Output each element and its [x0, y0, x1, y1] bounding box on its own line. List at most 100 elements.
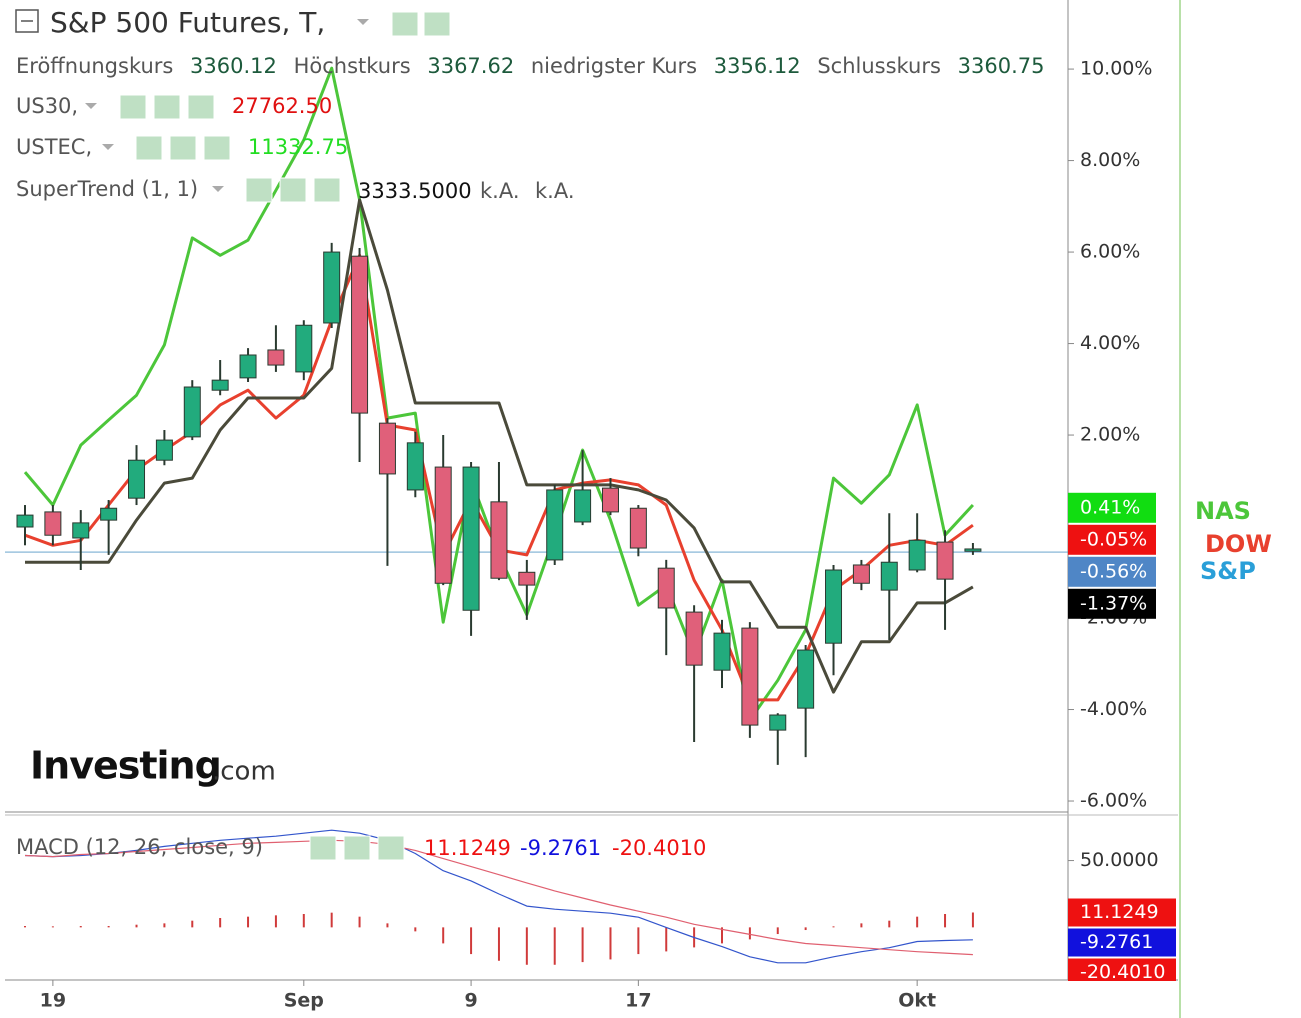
candle-body	[100, 507, 118, 521]
ohlc-label: Schlusskurs	[817, 54, 941, 78]
price-label: -1.37%	[1080, 592, 1147, 614]
macd-title: MACD (12, 26, close, 9)	[16, 835, 263, 859]
candle-body	[601, 487, 619, 513]
candle-body	[351, 255, 369, 414]
ohlc-label: Eröffnungskurs	[16, 54, 173, 78]
readout-label: 11.1249	[1080, 901, 1159, 923]
eye-icon[interactable]	[391, 11, 419, 37]
y-tick-label: 8.00%	[1080, 149, 1140, 171]
candle-body	[518, 571, 536, 586]
y-tick-label: 50.0000	[1080, 849, 1159, 871]
x-tick-label: 19	[40, 990, 66, 1012]
candle-body	[797, 649, 815, 709]
candle-body	[295, 324, 313, 373]
candle-body	[852, 564, 870, 584]
eye-icon[interactable]	[119, 94, 147, 120]
candle-body	[211, 379, 229, 391]
price-label: 0.41%	[1080, 496, 1140, 518]
candle-body	[462, 466, 480, 611]
candle-body	[769, 714, 787, 731]
series-line	[25, 198, 974, 694]
candle-body	[685, 611, 703, 666]
candle-body	[964, 548, 982, 552]
price-label: -0.56%	[1080, 560, 1147, 582]
legend-entry: S&P	[1200, 557, 1256, 585]
logo-brand: Investing	[30, 744, 221, 788]
readout-box	[1068, 898, 1176, 927]
readout-label: -20.4010	[1080, 961, 1165, 983]
symbol-title: S&P 500 Futures, T,	[50, 6, 325, 39]
readout-label: -9.2761	[1080, 931, 1153, 953]
eye-icon[interactable]	[135, 135, 163, 161]
candle-body	[434, 466, 452, 584]
eye-icon[interactable]	[245, 177, 273, 203]
legend-entry: NAS	[1195, 497, 1251, 525]
candle-body	[44, 511, 62, 536]
ohlc-label: Höchstkurs	[294, 54, 411, 78]
logo: Investing .com	[30, 744, 276, 788]
macd-readout: 11.1249	[424, 836, 511, 860]
candle-body	[16, 514, 34, 528]
series-line	[24, 829, 973, 964]
x-tick-label: 17	[625, 990, 651, 1012]
study-name: SuperTrend (1, 1)	[16, 177, 198, 201]
candle-body	[72, 522, 90, 539]
candle-body	[657, 567, 675, 609]
study-extra: k.A.	[480, 179, 520, 203]
x-tick-label: 9	[464, 990, 477, 1012]
dropdown-icon[interactable]	[102, 144, 114, 150]
candle-body	[574, 489, 592, 523]
study-name: US30,	[16, 94, 78, 118]
study-value: 11332.75	[248, 135, 348, 159]
y-tick-label: 2.00%	[1080, 424, 1140, 446]
eye-icon[interactable]	[309, 835, 337, 861]
dropdown-icon[interactable]	[212, 186, 224, 192]
study-extra: k.A.	[535, 179, 575, 203]
remove-icon[interactable]	[187, 94, 215, 120]
study-name: USTEC,	[16, 135, 92, 159]
remove-icon[interactable]	[377, 835, 405, 861]
frame	[5, 0, 1181, 1018]
settings-icon[interactable]	[343, 835, 371, 861]
x-tick-label: Sep	[284, 990, 324, 1012]
ohlc-value: 3360.12	[190, 54, 277, 78]
dropdown-icon[interactable]	[357, 19, 369, 25]
y-tick-label: 10.00%	[1080, 58, 1152, 80]
price-label-box	[1068, 492, 1156, 523]
x-tick-label: Okt	[898, 990, 936, 1012]
macd-readout: -9.2761	[520, 836, 601, 860]
candle-body	[183, 386, 201, 438]
series-line	[24, 839, 973, 956]
candle-body	[546, 489, 564, 561]
y-tick-label: 6.00%	[1080, 241, 1140, 263]
candle-body	[908, 539, 926, 571]
study-value: 3333.5000	[358, 179, 472, 203]
plot-candles	[16, 242, 982, 765]
dropdown-icon[interactable]	[85, 103, 97, 109]
readout-box	[1068, 928, 1176, 957]
price-label: -0.05%	[1080, 528, 1147, 550]
candle-body	[713, 632, 731, 671]
ohlc-value: 3356.12	[714, 54, 801, 78]
candle-body	[378, 422, 396, 475]
ohlc-value: 3360.75	[958, 54, 1045, 78]
candle-body	[128, 459, 146, 499]
candle-body	[741, 627, 759, 726]
candle-body	[880, 561, 898, 591]
settings-icon[interactable]	[279, 177, 307, 203]
settings-icon[interactable]	[423, 11, 451, 37]
candle-body	[155, 439, 173, 461]
y-tick-label: -6.00%	[1080, 790, 1147, 812]
candle-body	[267, 349, 285, 366]
price-label-box	[1068, 556, 1156, 587]
logo-suffix: .com	[212, 757, 276, 787]
candle-body	[323, 251, 341, 324]
remove-icon[interactable]	[203, 135, 231, 161]
candle-body	[825, 569, 843, 644]
settings-icon[interactable]	[153, 94, 181, 120]
settings-icon[interactable]	[169, 135, 197, 161]
candle-body	[490, 501, 508, 579]
price-label-box	[1068, 588, 1156, 619]
remove-icon[interactable]	[313, 177, 341, 203]
